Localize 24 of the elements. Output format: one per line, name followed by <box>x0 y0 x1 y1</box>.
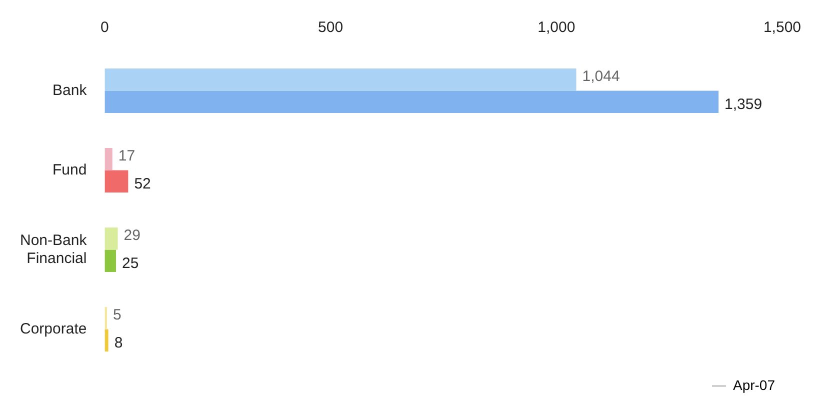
bar <box>104 90 719 114</box>
data-label: 1,044 <box>582 68 620 85</box>
y-tick-label: Fund <box>52 161 87 178</box>
bar <box>104 329 108 352</box>
y-tick-label: Corporate <box>20 320 87 338</box>
bar <box>104 250 116 272</box>
data-label: 8 <box>114 334 123 352</box>
data-label: 1,359 <box>724 96 762 114</box>
x-tick-label: 0 <box>100 19 109 36</box>
text: Apr-07 <box>732 376 776 393</box>
data-label: 5 <box>112 306 122 324</box>
bar <box>104 68 576 91</box>
data-label: 29 <box>124 226 140 244</box>
x-tick-label: 500 <box>318 19 344 36</box>
y-tick-label: Bank <box>52 82 88 99</box>
x-tick-label: 1,000 <box>538 19 576 36</box>
data-label: 17 <box>118 147 136 164</box>
data-label: 25 <box>122 255 139 272</box>
bar <box>104 170 128 193</box>
y-tick-label: Non-Bank Financial <box>20 232 88 267</box>
x-tick-label: 1,500 <box>763 19 802 36</box>
bar <box>104 227 118 250</box>
bar <box>104 148 112 170</box>
data-label: 52 <box>134 176 151 193</box>
